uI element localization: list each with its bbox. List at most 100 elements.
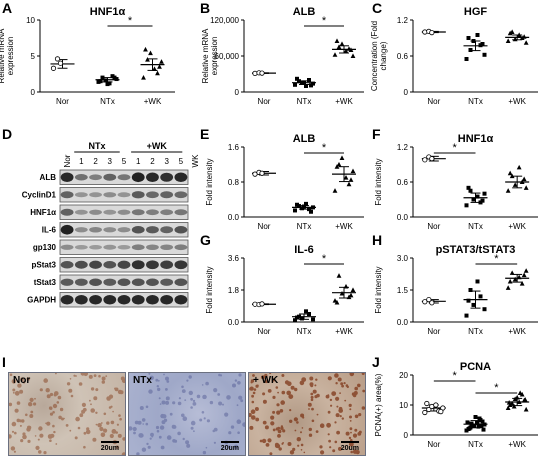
data-point [143,46,148,52]
chart-j: PCNA PCNA(+) area(%) 0 10 20 Nor NTx +WK * * [374,361,538,449]
nucleus-dot [108,406,112,409]
nucleus-dot [147,445,151,449]
nucleus-dot [355,450,360,455]
blot-band [74,244,88,250]
y-axis-label: Concentration (Foldchange) [370,21,388,91]
data-point [429,156,435,162]
nucleus-dot [349,415,352,419]
data-point [332,188,338,193]
blot-band [160,191,174,199]
nucleus-dot [22,380,26,384]
data-point [475,33,480,37]
nucleus-dot [146,442,149,446]
nucleus-dot [300,449,303,451]
nucleus-dot [201,384,204,386]
blot-band [74,260,88,269]
nucleus-dot [230,425,235,429]
y-tick-label: 3.6 [228,254,240,263]
micrograph-wk: + WK 20um [248,372,366,456]
nucleus-dot [136,452,140,455]
nucleus-dot [139,433,144,438]
nucleus-dot [13,450,16,453]
nucleus-dot [165,400,170,405]
nucleus-dot [35,445,40,450]
x-tick-label: +WK [335,327,353,336]
series-ntx [95,74,120,87]
data-point [429,29,435,36]
nucleus-dot [309,376,314,381]
nucleus-dot [275,427,279,431]
nucleus-dot [332,449,336,453]
blot-band [103,227,117,233]
nucleus-dot [249,425,254,430]
data-point [471,39,476,43]
nucleus-dot [335,413,340,418]
x-tick-label: NTx [100,97,115,106]
nucleus-dot [310,398,314,402]
nucleus-dot [353,394,356,397]
data-point [481,427,486,432]
data-point [309,209,313,214]
nucleus-dot [238,373,242,377]
nucleus-dot [166,435,172,440]
nucleus-dot [171,424,176,429]
nucleus-dot [199,418,203,422]
blot-band [117,244,131,250]
lane-label: 5 [122,157,127,166]
micrograph-label-wk: + WK [253,375,279,386]
data-point [343,175,349,180]
blot-row-hnf1α: HNF1α [30,204,189,220]
nucleus-dot [97,423,100,426]
x-tick-label: Nor [427,97,440,106]
micrograph-label-ntx: NTx [133,375,152,386]
y-axis-label-line: expression [210,37,219,76]
micrograph-nor-texture [9,373,125,455]
data-point [512,396,518,401]
blot-row-gapdh: GAPDH [27,292,189,308]
blot-membrane [59,187,189,203]
nucleus-dot [77,426,81,430]
nucleus-dot [249,413,252,417]
y-axis-label-line: change) [379,41,388,70]
nucleus-dot [321,452,324,455]
data-point [141,75,146,80]
nucleus-dot [132,426,137,432]
blot-row-label: pStat3 [32,261,57,270]
blot-band [60,295,74,305]
x-tick-label: +WK [508,327,526,336]
nucleus-dot [34,397,36,400]
blot-band [131,295,145,305]
x-tick-label: +WK [508,97,526,106]
lane-label: 5 [179,157,184,166]
nucleus-dot [134,420,139,425]
nucleus-dot [182,437,185,441]
nucleus-dot [53,430,56,434]
nucleus-dot [121,452,125,455]
blot-band [60,208,74,216]
nucleus-dot [281,390,286,395]
data-point [464,57,469,61]
nucleus-dot [250,409,256,414]
nucleus-dot [11,421,17,427]
chart-title: HNF1α [90,6,126,18]
nucleus-dot [349,408,352,411]
nucleus-dot [99,426,104,432]
nucleus-dot [301,377,307,382]
nucleus-dot [327,376,332,381]
x-tick-label: Nor [258,97,271,106]
x-tick-label: Nor [258,222,271,231]
nucleus-dot [27,439,31,443]
nucleus-dot [218,401,223,406]
y-tick-label: 0.0 [397,318,409,327]
nucleus-dot [100,422,103,424]
nucleus-dot [361,373,365,375]
data-point [300,316,304,321]
blot-band [117,174,131,181]
nucleus-dot [172,425,177,429]
significance-star: * [453,142,458,154]
data-point [505,38,511,43]
data-point [422,409,428,416]
nucleus-dot [82,407,87,412]
nucleus-dot [19,424,22,427]
nucleus-dot [46,394,51,399]
